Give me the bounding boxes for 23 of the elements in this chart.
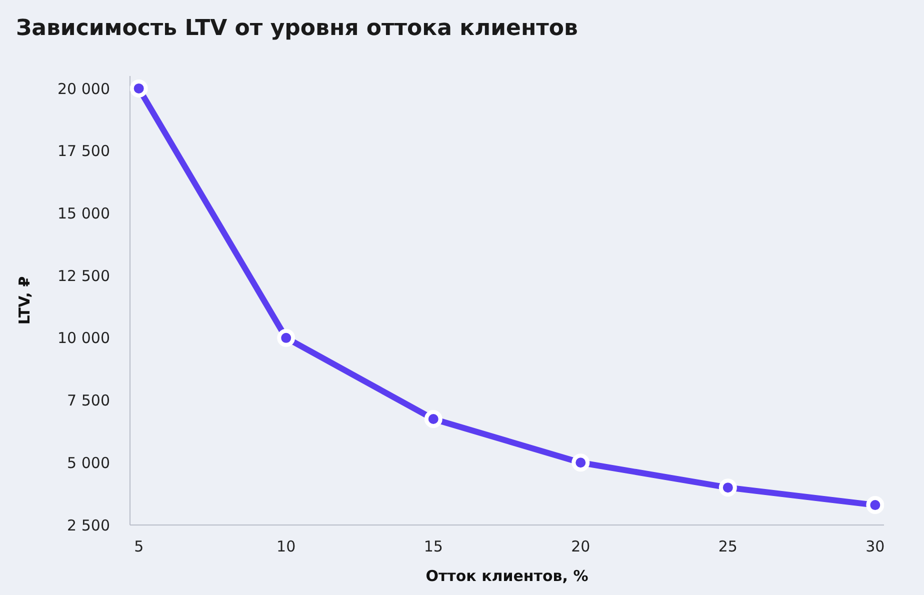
point: [572, 454, 590, 472]
chart-title: Зависимость LTV от уровня оттока клиентов: [16, 16, 578, 41]
y-tick-label: 20 000: [58, 80, 110, 98]
y-tick-label: 2 500: [67, 516, 110, 534]
y-tick-label: 10 000: [58, 329, 110, 348]
y-tick-label: 12 500: [58, 266, 110, 285]
x-tick-label: 5: [134, 538, 144, 556]
y-tick-label: 7 500: [67, 392, 110, 410]
y-tick-label: 5 000: [67, 454, 110, 472]
x-tick-label: 15: [424, 538, 443, 556]
x-tick-label: 10: [276, 538, 296, 556]
x-tick-label: 25: [718, 538, 738, 556]
point: [866, 496, 884, 514]
point: [277, 328, 296, 347]
x-tick-label: 30: [866, 538, 885, 556]
x-axis-title: Отток клиентов, %: [426, 567, 588, 585]
y-tick-label: 15 000: [58, 204, 110, 223]
point: [130, 79, 148, 98]
point: [424, 410, 442, 428]
y-tick-label: 17 500: [58, 142, 110, 160]
x-tick-label: 20: [571, 538, 590, 556]
point: [718, 478, 737, 497]
y-axis-title: LTV, ₽: [15, 276, 34, 325]
